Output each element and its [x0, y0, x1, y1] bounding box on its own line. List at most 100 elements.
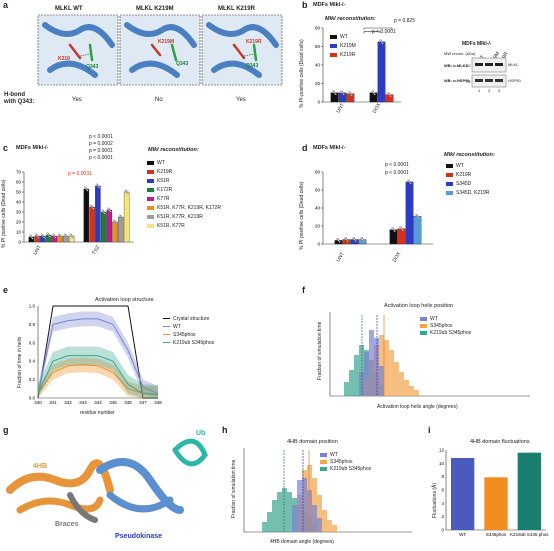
point: [69, 233, 72, 236]
point: [126, 192, 129, 195]
x-tick-label: 343: [79, 400, 87, 405]
swatch: [147, 160, 154, 165]
point: [371, 90, 374, 93]
point: [340, 90, 343, 93]
y-tick-label: 40: [16, 200, 22, 205]
blot-band-mlkl: MLKL: [508, 62, 519, 67]
legend-label: WT: [173, 324, 181, 330]
point: [121, 217, 124, 220]
label-q343-k219r: Q343: [246, 63, 259, 69]
swatch: [147, 187, 154, 192]
hbond-k219m: No: [155, 97, 163, 103]
point: [416, 215, 419, 218]
legend-b-k219m: K219M: [330, 43, 356, 49]
sig-bracket: [363, 27, 393, 30]
point: [40, 233, 43, 236]
panel-c-letter: c: [3, 143, 9, 153]
y-tick-label: 0: [317, 100, 320, 105]
point: [66, 236, 69, 239]
x-tick-label: 348: [154, 400, 162, 405]
legend-label: K219M: [340, 43, 356, 49]
point: [334, 93, 337, 96]
blot-mw-50: 50: [466, 63, 471, 68]
point: [349, 92, 352, 95]
legend-label: WT: [430, 316, 438, 322]
y-tick-label: 80: [315, 170, 321, 175]
stat-b-1: p < 0.0001: [372, 29, 396, 35]
swatch: [147, 214, 154, 219]
legend-label: K219ub S345phos: [173, 340, 215, 346]
point: [101, 209, 104, 212]
legend-c-item: K172R: [147, 187, 172, 193]
legend-label: Crystal structure: [173, 316, 210, 322]
swatch: [446, 190, 453, 195]
y-tick-label: 1.0: [29, 304, 36, 309]
legend-label: K219R: [157, 169, 173, 175]
stat-d-1: p < 0.0001: [385, 162, 409, 168]
swatch: [330, 43, 337, 48]
point: [54, 236, 57, 239]
point: [103, 212, 106, 215]
y-tick-label: 2: [441, 514, 444, 519]
x-tick-label: 342: [64, 400, 72, 405]
blot-mw-label: MW recom. (kDa): [444, 51, 476, 56]
panel-d-header: MDFs Mlkl-/-: [313, 145, 346, 151]
stat-c-3: p = 0.0002: [89, 141, 113, 147]
legend-label: K219R: [456, 172, 472, 178]
point: [47, 234, 50, 236]
blot-row-mlkl: WB: α-MLKL: [444, 63, 469, 68]
y-tick-label: 0.2: [29, 377, 36, 382]
legend-b-wt: WT: [330, 34, 348, 40]
point: [53, 235, 56, 237]
point: [70, 235, 73, 237]
panel-e-xlabel: residue number: [80, 410, 115, 416]
point: [29, 234, 32, 237]
panel-c-header: MDFs Mlkl-/-: [16, 145, 49, 151]
swatch: [147, 169, 154, 174]
point: [393, 230, 396, 233]
point: [108, 209, 111, 211]
series-line: [37, 364, 159, 395]
point: [91, 206, 94, 208]
point: [360, 237, 363, 239]
legend-b-k219r: K219R: [330, 52, 355, 58]
y-tick-label: 20: [315, 81, 321, 86]
hbond-label: H-bond with Q343:: [4, 92, 35, 106]
blot-band-hsp90: HSP90: [508, 78, 521, 83]
hist-wt: [359, 330, 384, 396]
point: [107, 207, 110, 210]
blot-lane-1: 1: [478, 88, 481, 93]
y-tick-label: 60: [315, 44, 321, 49]
point: [352, 237, 355, 239]
x-tick-label: 341: [49, 400, 57, 405]
legend-label: S345D: [456, 181, 472, 187]
swatch: [446, 163, 453, 168]
stat-c-4: p = 0.0001: [89, 148, 113, 154]
point: [353, 238, 356, 241]
legend-h-item: K219ub S345phos: [320, 466, 371, 472]
point: [64, 235, 67, 237]
point: [41, 235, 44, 237]
label-k219r: K219R: [246, 39, 262, 45]
legend-c-item: WT: [147, 160, 165, 166]
swatch: [147, 223, 154, 228]
panel-a-letter: a: [3, 0, 9, 10]
legend-d-item: K219R: [446, 172, 471, 178]
bar: [484, 477, 508, 530]
point: [109, 210, 112, 213]
point: [392, 228, 395, 231]
y-tick-label: 8: [441, 474, 444, 479]
blot-lane-3: 3: [498, 88, 501, 93]
x-tick-label: 340: [34, 400, 42, 405]
point: [86, 189, 89, 192]
point: [57, 233, 60, 236]
point: [342, 93, 345, 96]
point: [380, 40, 383, 43]
legend-c-item: K51R, K77R, K219R, K172R: [147, 205, 221, 211]
point: [399, 226, 402, 229]
point: [30, 236, 33, 238]
